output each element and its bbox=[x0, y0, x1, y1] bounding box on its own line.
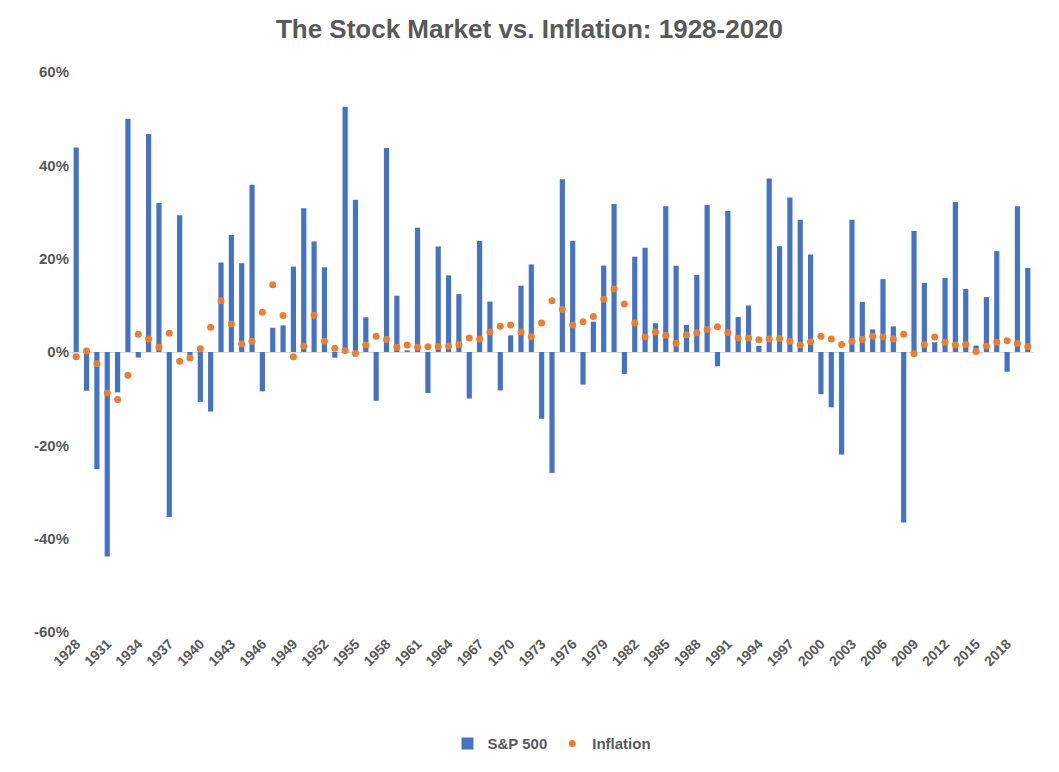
svg-text:1931: 1931 bbox=[81, 636, 114, 669]
svg-text:0%: 0% bbox=[47, 343, 69, 360]
svg-text:1964: 1964 bbox=[422, 636, 455, 669]
svg-text:-60%: -60% bbox=[34, 623, 69, 640]
svg-text:1988: 1988 bbox=[671, 636, 704, 669]
svg-text:20%: 20% bbox=[39, 250, 69, 267]
svg-text:2018: 2018 bbox=[981, 636, 1014, 669]
svg-text:1928: 1928 bbox=[50, 636, 83, 669]
svg-text:-20%: -20% bbox=[34, 437, 69, 454]
svg-text:S&P 500: S&P 500 bbox=[488, 735, 548, 752]
svg-text:1940: 1940 bbox=[174, 636, 207, 669]
svg-text:1970: 1970 bbox=[484, 636, 517, 669]
svg-text:2006: 2006 bbox=[857, 636, 890, 669]
svg-text:2009: 2009 bbox=[888, 636, 921, 669]
svg-text:2015: 2015 bbox=[950, 636, 983, 669]
svg-text:2003: 2003 bbox=[826, 636, 859, 669]
svg-text:1949: 1949 bbox=[267, 636, 300, 669]
svg-text:Inflation: Inflation bbox=[592, 735, 650, 752]
svg-text:-40%: -40% bbox=[34, 530, 69, 547]
svg-text:1976: 1976 bbox=[546, 636, 579, 669]
svg-text:1934: 1934 bbox=[112, 636, 145, 669]
svg-text:2000: 2000 bbox=[795, 636, 828, 669]
svg-text:1994: 1994 bbox=[733, 636, 766, 669]
svg-text:1982: 1982 bbox=[608, 636, 641, 669]
svg-text:The Stock Market vs. Inflation: The Stock Market vs. Inflation: 1928-202… bbox=[276, 14, 783, 44]
svg-text:1973: 1973 bbox=[515, 636, 548, 669]
svg-text:1961: 1961 bbox=[391, 636, 424, 669]
svg-text:1991: 1991 bbox=[702, 636, 735, 669]
svg-text:1985: 1985 bbox=[640, 636, 673, 669]
svg-text:1952: 1952 bbox=[298, 636, 331, 669]
svg-text:40%: 40% bbox=[39, 157, 69, 174]
svg-text:1937: 1937 bbox=[143, 636, 176, 669]
svg-text:1955: 1955 bbox=[329, 636, 362, 669]
svg-text:2012: 2012 bbox=[919, 636, 952, 669]
svg-text:1997: 1997 bbox=[764, 636, 797, 669]
svg-text:1958: 1958 bbox=[360, 636, 393, 669]
svg-text:1979: 1979 bbox=[577, 636, 610, 669]
svg-text:1967: 1967 bbox=[453, 636, 486, 669]
svg-text:1943: 1943 bbox=[205, 636, 238, 669]
svg-text:1946: 1946 bbox=[236, 636, 269, 669]
svg-text:60%: 60% bbox=[39, 63, 69, 80]
